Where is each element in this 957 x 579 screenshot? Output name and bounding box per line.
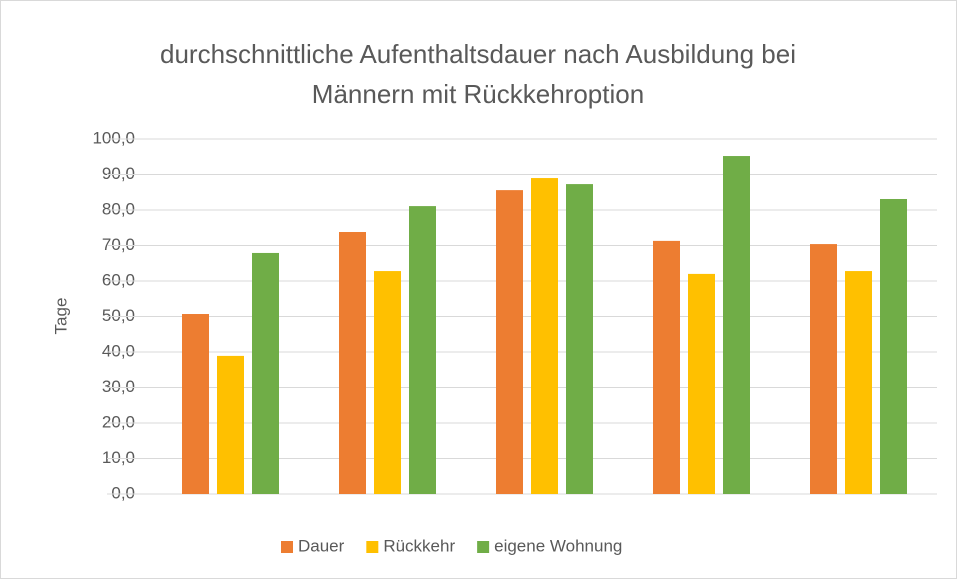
legend-swatch (366, 541, 379, 553)
y-tick-label: 90,0 (102, 164, 135, 183)
bar (182, 314, 209, 494)
y-tick-label: 30,0 (102, 377, 135, 396)
y-tick-label: 40,0 (102, 341, 135, 360)
legend-label: eigene Wohnung (494, 536, 622, 555)
bar (688, 273, 715, 494)
y-axis-label: Tage (51, 298, 70, 335)
y-tick-label: 0,0 (111, 483, 135, 502)
bar (531, 178, 558, 495)
bar (374, 271, 401, 494)
bar (496, 190, 523, 494)
y-tick-label: 20,0 (102, 412, 135, 431)
bar (810, 244, 837, 494)
legend-label: Rückkehr (383, 536, 455, 555)
bar (653, 240, 680, 494)
legend-swatch (477, 541, 490, 553)
legend-swatch (281, 541, 293, 553)
y-tick-label: 60,0 (102, 270, 135, 289)
bar (723, 156, 750, 495)
y-tick-label: 70,0 (102, 235, 135, 254)
y-tick-label: 80,0 (102, 199, 135, 218)
bar (409, 206, 436, 494)
bar (217, 355, 244, 494)
bar (880, 198, 907, 494)
chart-title: durchschnittliche Aufenthaltsdauer nach … (160, 39, 796, 109)
bar (252, 252, 279, 494)
bar (845, 271, 872, 494)
legend-label: Dauer (298, 536, 345, 555)
bar (566, 184, 593, 494)
bar (339, 232, 366, 494)
y-tick-label: 10,0 (102, 448, 135, 467)
y-tick-label: 100,0 (92, 128, 135, 147)
y-tick-label: 50,0 (102, 306, 135, 325)
